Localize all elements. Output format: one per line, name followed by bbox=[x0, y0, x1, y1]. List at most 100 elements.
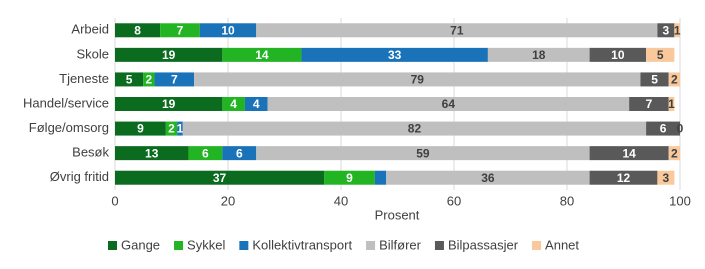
x-tick-label: 20 bbox=[221, 193, 235, 208]
value-label: 19 bbox=[162, 48, 176, 62]
value-label: 3 bbox=[663, 171, 670, 185]
bar-segment bbox=[256, 146, 590, 161]
x-tick-label: 40 bbox=[334, 193, 348, 208]
bar-segment bbox=[222, 97, 245, 111]
value-label: 1 bbox=[674, 23, 681, 37]
value-label: 5 bbox=[651, 73, 658, 87]
x-tick-label: 100 bbox=[669, 193, 691, 208]
value-label: 2 bbox=[146, 73, 153, 87]
bar-segment bbox=[194, 72, 641, 87]
bar-segment bbox=[589, 47, 647, 62]
bar-segment bbox=[143, 72, 155, 87]
bar-segment bbox=[657, 170, 675, 185]
bar-segment bbox=[222, 146, 257, 161]
bar-segment bbox=[301, 47, 488, 62]
value-label: 1 bbox=[668, 97, 675, 111]
value-label: 5 bbox=[126, 73, 133, 87]
value-label: 18 bbox=[532, 48, 546, 62]
bar-segment bbox=[674, 23, 680, 38]
bar-segment bbox=[646, 47, 675, 62]
legend-label: Annet bbox=[545, 237, 579, 252]
value-label: 7 bbox=[171, 73, 178, 87]
legend-label: Sykkel bbox=[187, 237, 225, 252]
bar-segment bbox=[115, 97, 223, 111]
value-label: 14 bbox=[255, 48, 269, 62]
y-tick-label: Øvrig fritid bbox=[50, 169, 109, 184]
value-label: 6 bbox=[202, 146, 209, 160]
bar-segment bbox=[199, 23, 257, 38]
bar-segment bbox=[154, 72, 195, 87]
value-label: 9 bbox=[346, 171, 353, 185]
value-label: 2 bbox=[168, 122, 175, 136]
value-label: 1 bbox=[177, 122, 184, 136]
bar-segment bbox=[657, 23, 675, 38]
bar-segment bbox=[267, 97, 630, 111]
bar-segment bbox=[165, 121, 178, 136]
x-tick-label: 60 bbox=[447, 193, 461, 208]
legend-label: Bilfører bbox=[379, 237, 422, 252]
bar-segment bbox=[487, 47, 590, 62]
x-axis-label: Prosent bbox=[375, 207, 420, 222]
value-label: 10 bbox=[221, 23, 235, 37]
value-label: 7 bbox=[177, 23, 184, 37]
value-label: 36 bbox=[481, 171, 495, 185]
value-label: 37 bbox=[213, 171, 227, 185]
value-label: 59 bbox=[416, 146, 430, 160]
bar-segment bbox=[324, 170, 375, 185]
y-tick-label: Arbeid bbox=[71, 22, 109, 37]
value-label: 8 bbox=[134, 23, 141, 37]
bar-segment bbox=[640, 72, 669, 87]
value-label: 64 bbox=[442, 97, 456, 111]
x-tick-label: 0 bbox=[111, 193, 118, 208]
legend-swatch bbox=[366, 241, 376, 250]
value-label: 7 bbox=[646, 97, 653, 111]
value-label: 10 bbox=[611, 48, 625, 62]
value-label: 9 bbox=[137, 122, 144, 136]
bar-segment bbox=[668, 146, 680, 161]
value-label: 5 bbox=[657, 48, 664, 62]
legend-swatch bbox=[108, 241, 117, 250]
bar-segment bbox=[182, 121, 647, 136]
bar-segment bbox=[115, 47, 223, 62]
legend-swatch bbox=[174, 241, 184, 250]
legend-label: Bilpassasjer bbox=[448, 237, 519, 252]
y-tick-label: Besøk bbox=[72, 145, 109, 160]
bar-segment bbox=[668, 97, 675, 111]
bar-segment bbox=[629, 97, 669, 111]
bar-segment bbox=[244, 97, 268, 111]
bar-segment bbox=[386, 170, 590, 185]
bar-segment bbox=[115, 170, 325, 185]
bar-segment bbox=[115, 72, 144, 87]
x-tick-label: 80 bbox=[560, 193, 574, 208]
legend-label: Kollektivtransport bbox=[252, 237, 352, 252]
legend-swatch bbox=[532, 241, 542, 250]
value-label: 12 bbox=[617, 171, 631, 185]
bar-segment bbox=[222, 47, 302, 62]
y-tick-label: Følge/omsorg bbox=[29, 120, 109, 135]
legend-label: Gange bbox=[121, 237, 160, 252]
value-label: 79 bbox=[411, 73, 425, 87]
value-label: 6 bbox=[660, 122, 667, 136]
bar-segment bbox=[177, 121, 183, 136]
bar-segment bbox=[589, 170, 658, 185]
value-label: 33 bbox=[388, 48, 402, 62]
value-label: 71 bbox=[450, 23, 464, 37]
value-label: 3 bbox=[663, 23, 670, 37]
bar-segment bbox=[668, 72, 680, 87]
value-label: 2 bbox=[671, 146, 678, 160]
bar-segment bbox=[115, 146, 189, 161]
value-label: 82 bbox=[408, 122, 422, 136]
bar-segment bbox=[188, 146, 223, 161]
y-tick-label: Tjeneste bbox=[59, 71, 109, 86]
value-label: 6 bbox=[236, 146, 243, 160]
value-label: 14 bbox=[622, 146, 636, 160]
value-label: 2 bbox=[671, 73, 678, 87]
value-label: 4 bbox=[253, 97, 260, 111]
bar-segment bbox=[160, 23, 200, 38]
y-tick-label: Handel/service bbox=[23, 95, 109, 110]
value-label: 13 bbox=[145, 146, 159, 160]
bar-segment bbox=[256, 23, 658, 38]
bar-segment bbox=[646, 121, 680, 136]
value-label: 4 bbox=[230, 97, 237, 111]
